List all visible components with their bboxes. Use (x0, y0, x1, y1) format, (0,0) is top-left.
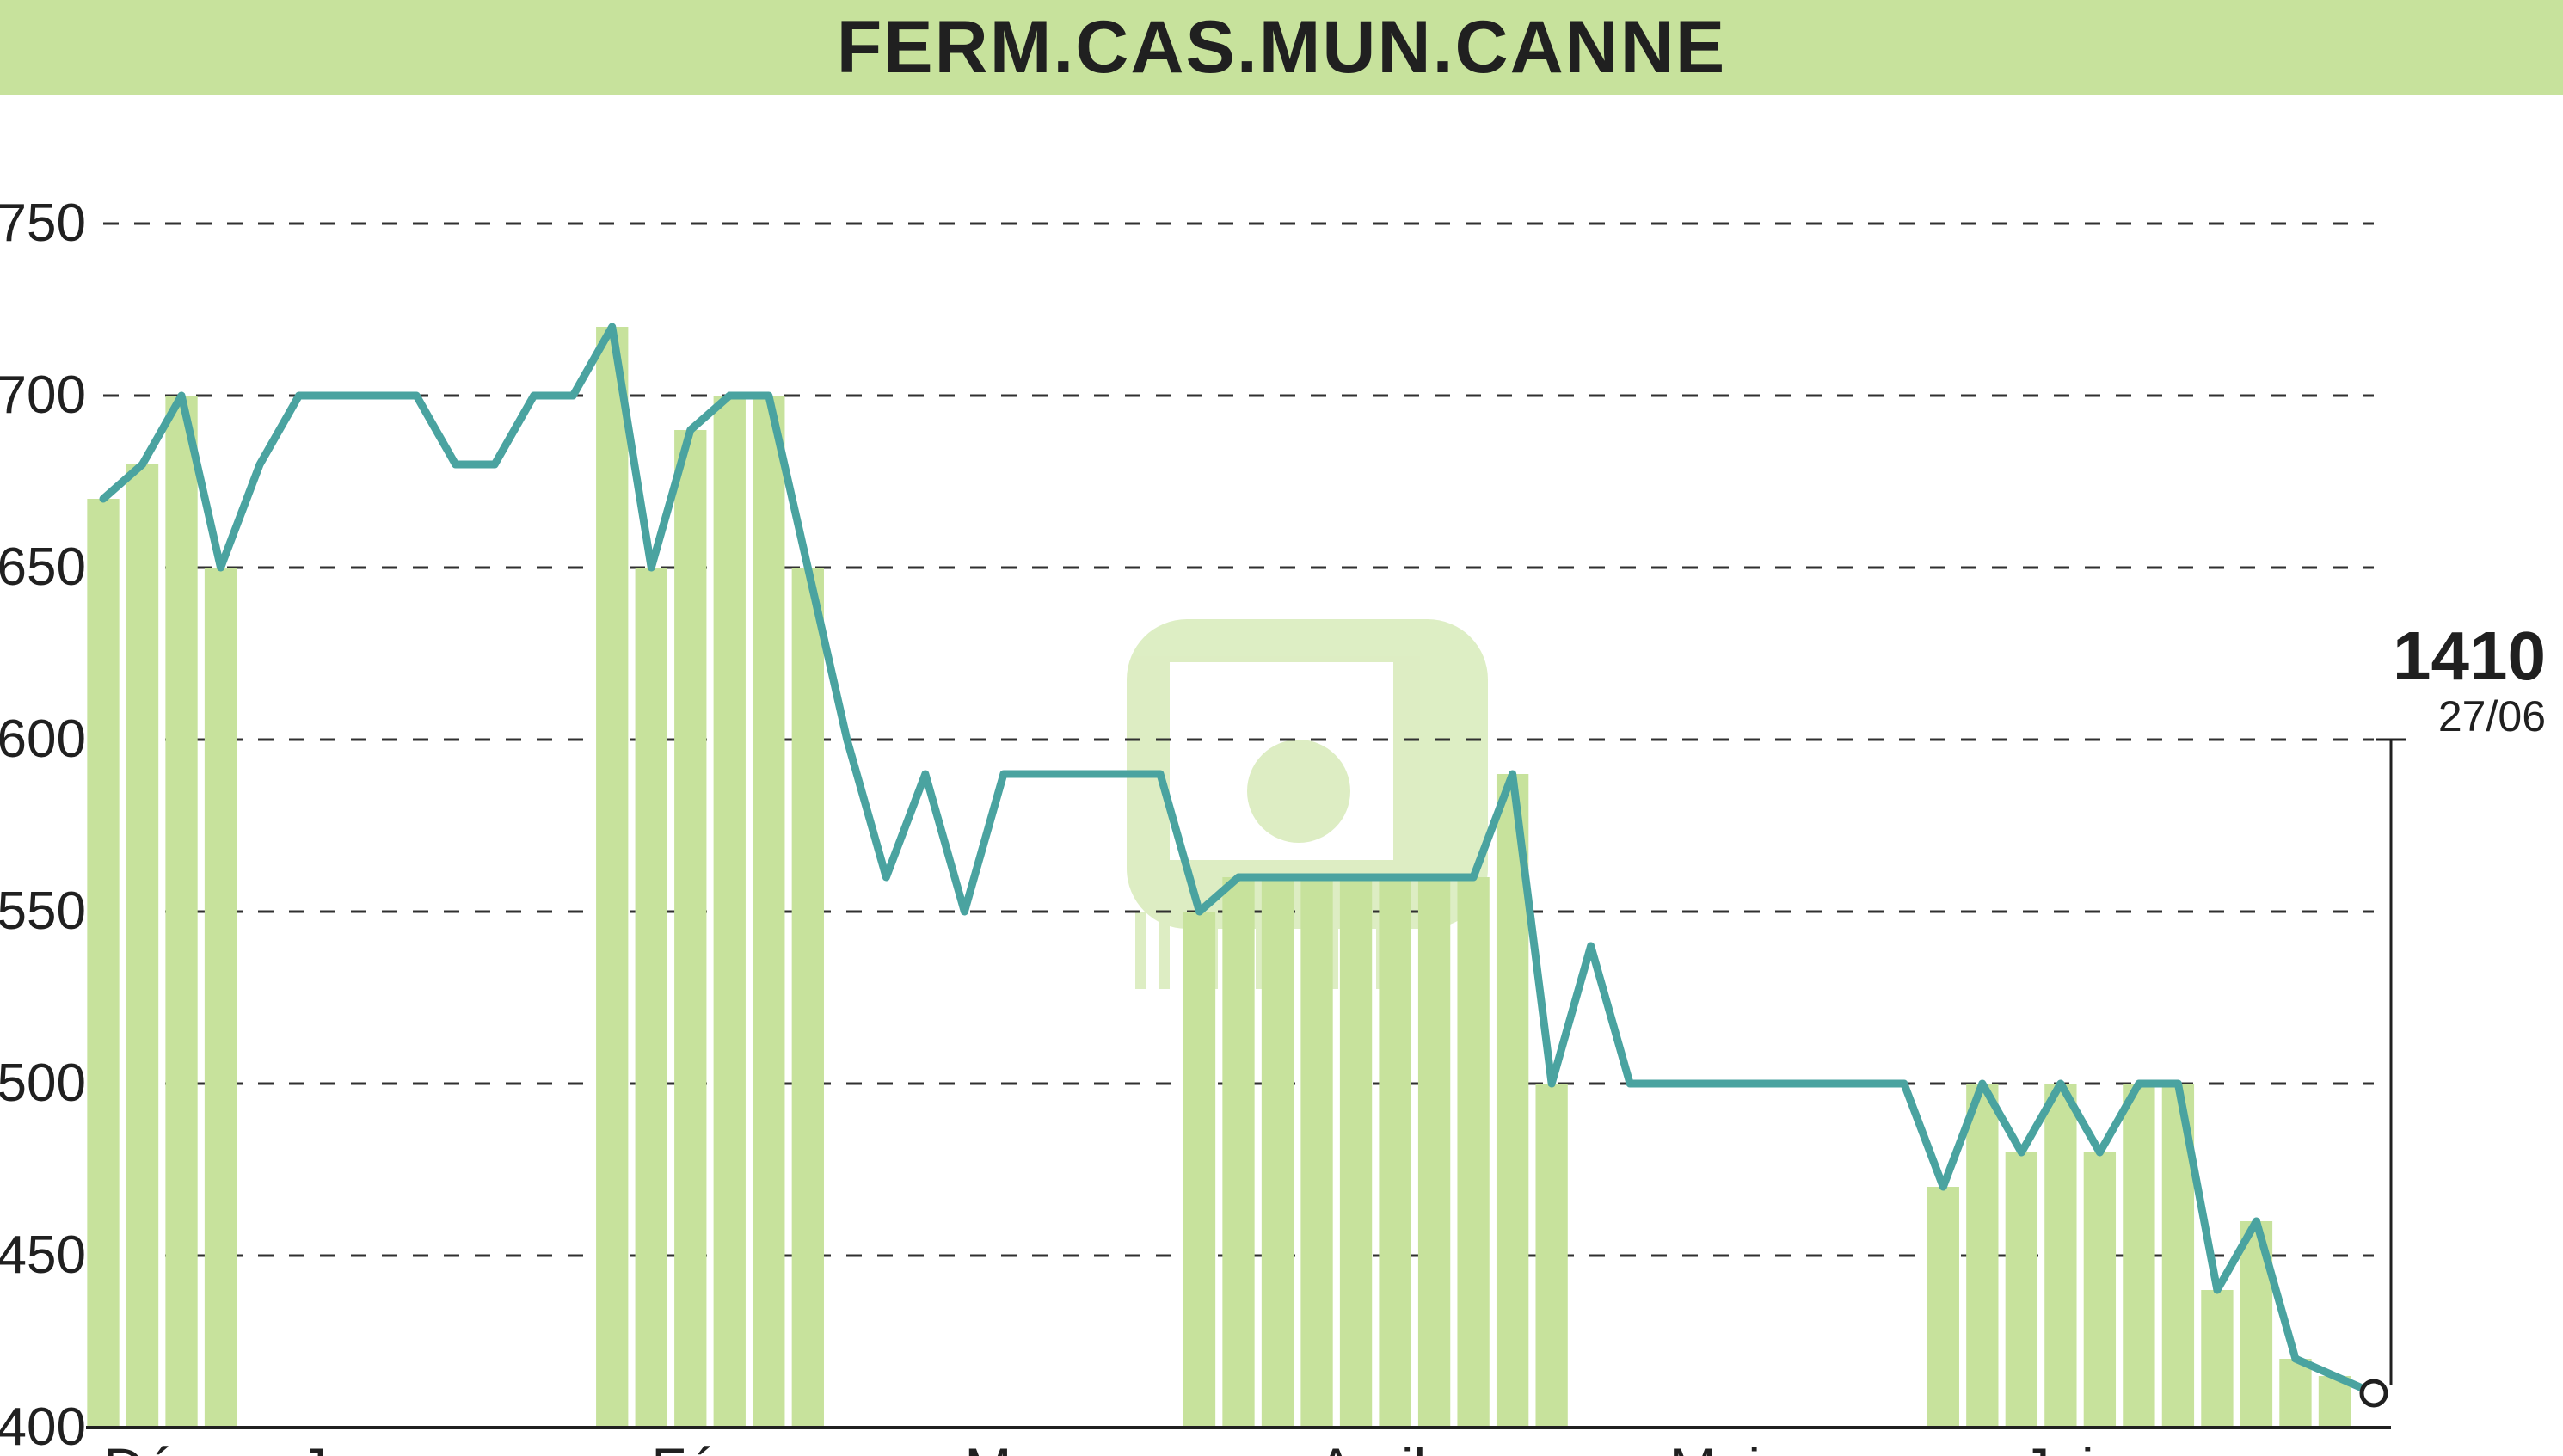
x-tick-label: Janv. (299, 1436, 431, 1456)
volume-bar (2044, 1084, 2076, 1428)
x-tick-label: Juin (2021, 1436, 2125, 1456)
volume-bar (1340, 877, 1372, 1428)
x-tick-label: Fév. (651, 1436, 757, 1456)
x-tick-label: Avril (1317, 1436, 1426, 1456)
x-tick-label: Mai (1669, 1436, 1761, 1456)
y-tick-label: 1650 (0, 538, 86, 597)
last-point-marker (2362, 1381, 2386, 1405)
chart-area: 1400 1450 1500 1550 1600 1650 1700 1750 Déc. Janv… (0, 95, 2563, 1456)
volume-bar (1966, 1084, 1998, 1428)
y-tick-label: 1600 (0, 710, 86, 769)
volume-bar (753, 396, 784, 1428)
volume-bar (1262, 877, 1294, 1428)
callout-date: 27/06 (2438, 692, 2546, 740)
volume-bar (2201, 1290, 2233, 1428)
y-tick-label: 1700 (0, 366, 86, 425)
volume-bar (2279, 1359, 2311, 1428)
volume-bar (1222, 877, 1254, 1428)
volume-bar (2006, 1152, 2037, 1428)
volume-bar (1457, 877, 1489, 1428)
y-tick-label: 1550 (0, 882, 86, 941)
volume-bar (2084, 1152, 2116, 1428)
chart-svg: 1400 1450 1500 1550 1600 1650 1700 1750 Déc. Janv… (0, 95, 2563, 1456)
volume-bar (1927, 1187, 1959, 1428)
chart-title: FERM.CAS.MUN.CANNE (837, 6, 1727, 89)
y-tick-label: 1400 (0, 1398, 86, 1456)
volume-bar (165, 396, 197, 1428)
volume-bar (674, 430, 706, 1428)
y-tick-label: 1450 (0, 1226, 86, 1285)
callout-value: 1410 (2393, 617, 2546, 694)
volume-bar (1418, 877, 1450, 1428)
volume-bar (1183, 912, 1215, 1428)
volume-bar (1379, 877, 1411, 1428)
x-tick-label: Mars (964, 1436, 1091, 1456)
volume-bar (596, 327, 628, 1428)
chart-title-bar: FERM.CAS.MUN.CANNE (0, 0, 2563, 95)
volume-bar (2123, 1084, 2154, 1428)
volume-bar (87, 499, 119, 1428)
x-tick-label: Déc. (103, 1436, 220, 1456)
volume-bar (1300, 877, 1332, 1428)
volume-bar (205, 568, 237, 1428)
y-tick-label: 1750 (0, 194, 86, 253)
volume-bar (1535, 1084, 1567, 1428)
volume-bar (792, 568, 824, 1428)
volume-bar (636, 568, 667, 1428)
volume-bar (126, 464, 158, 1428)
volume-bar (714, 396, 746, 1428)
y-tick-label: 1500 (0, 1054, 86, 1113)
